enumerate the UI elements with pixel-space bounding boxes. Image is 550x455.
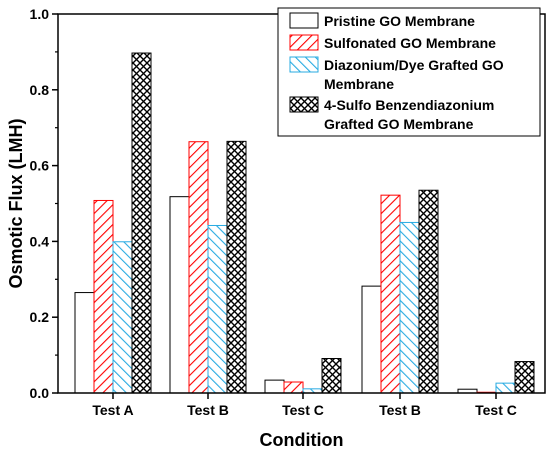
legend-swatch-4	[289, 96, 319, 113]
y-tick-label: 0.6	[30, 158, 50, 174]
bars-group	[74, 52, 535, 394]
legend: Pristine GO Membrane Sulfonated GO Membra…	[277, 7, 541, 137]
legend-label-1: Pristine GO Membrane	[324, 13, 475, 29]
y-tick-label: 0.4	[30, 233, 50, 249]
x-tick-label: Test C	[282, 402, 324, 418]
legend-label-3: Membrane	[324, 76, 394, 92]
legend-label-4: 4-Sulfo Benzendiazonium	[324, 97, 494, 113]
bar-series-1-cat-3	[264, 379, 285, 394]
bar-series-4-cat-4	[418, 189, 439, 394]
x-tick-label: Test A	[92, 402, 133, 418]
bar-series-3-cat-1	[112, 241, 133, 394]
legend-box	[277, 7, 541, 137]
legend-label-2: Sulfonated GO Membrane	[324, 35, 496, 51]
bar-series-4-cat-5	[514, 361, 535, 394]
x-tick-label: Test B	[379, 402, 421, 418]
x-tick-label: Test C	[475, 402, 517, 418]
bar-series-3-cat-5	[495, 382, 516, 394]
legend-label-3: Diazonium/Dye Grafted GO	[324, 57, 504, 73]
x-axis: Test A Test B Test C Test B Test C	[92, 393, 517, 418]
bar-series-4-cat-2	[226, 140, 247, 394]
y-axis: 0.0 0.2 0.4 0.6 0.8 1.0	[30, 6, 58, 401]
bar-series-2-cat-4	[380, 194, 401, 394]
bar-series-3-cat-4	[399, 221, 420, 394]
y-axis-title: Osmotic Flux (LMH)	[6, 118, 26, 288]
bar-series-1-cat-4	[361, 285, 382, 394]
x-axis-title: Condition	[260, 430, 344, 450]
bar-series-2-cat-1	[93, 199, 114, 394]
bar-series-1-cat-2	[169, 196, 190, 394]
y-tick-label: 0.2	[30, 309, 50, 325]
legend-swatch-1	[289, 12, 319, 29]
legend-swatch-3	[289, 56, 319, 73]
y-tick-label: 0.8	[30, 82, 50, 98]
bar-series-2-cat-3	[283, 381, 304, 394]
bar-series-1-cat-1	[74, 292, 95, 394]
bar-series-4-cat-3	[321, 358, 342, 394]
bar-series-3-cat-2	[207, 224, 228, 394]
y-tick-label: 1.0	[30, 6, 50, 22]
legend-swatch-2	[289, 34, 319, 51]
bar-series-2-cat-2	[188, 141, 209, 394]
legend-label-4: Grafted GO Membrane	[324, 116, 474, 132]
x-tick-label: Test B	[187, 402, 229, 418]
y-tick-label: 0.0	[30, 385, 50, 401]
bar-series-4-cat-1	[131, 52, 152, 394]
